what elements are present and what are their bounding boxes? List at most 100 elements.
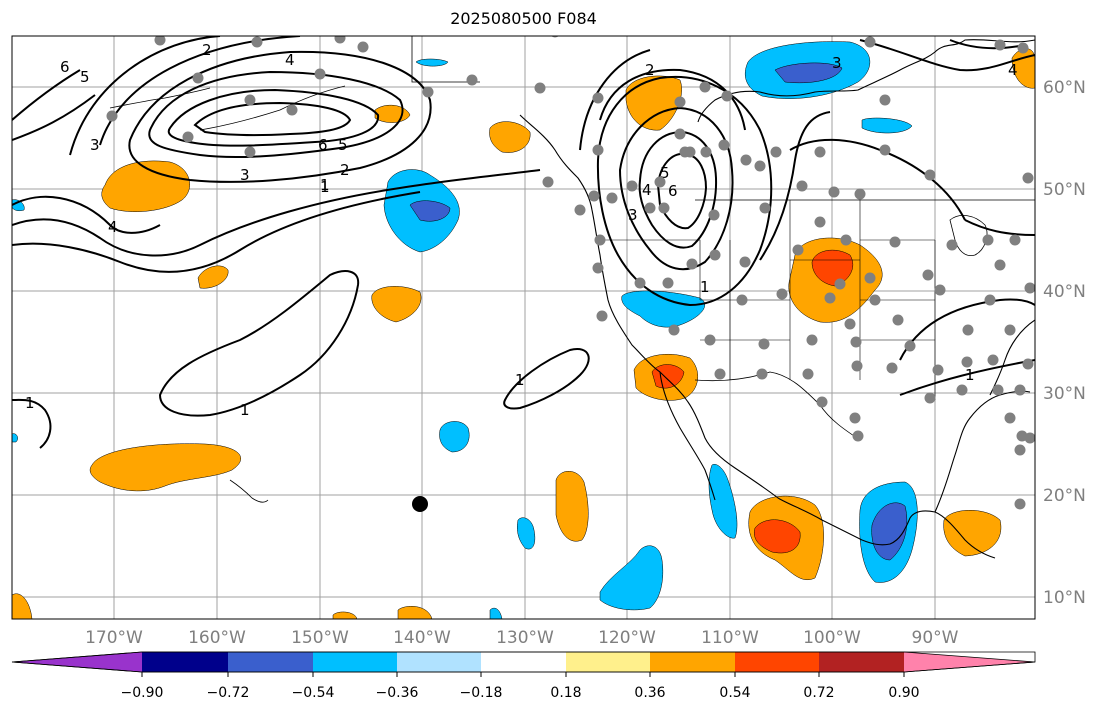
station-dot [1014, 498, 1026, 510]
station-dot [796, 180, 808, 192]
anomaly-region-positive [489, 121, 531, 153]
colorbar-label: −0.72 [207, 685, 250, 701]
station-dot [662, 277, 674, 289]
lon-label: 130°W [496, 628, 554, 648]
station-dot [709, 249, 721, 261]
station-dot [1014, 444, 1026, 456]
lon-label: 160°W [188, 628, 246, 648]
station-dot [192, 72, 204, 84]
contour-label: 4 [285, 51, 295, 69]
station-dot [626, 180, 638, 192]
contour-label: 5 [80, 68, 90, 86]
station-dot [922, 269, 934, 281]
station-dot [634, 277, 646, 289]
colorbar-labels: −0.90 −0.72 −0.54 −0.36 −0.18 0.18 0.36 … [121, 685, 920, 701]
station-dot [756, 368, 768, 380]
station-dot [851, 360, 863, 372]
colorbar-label: −0.90 [121, 685, 164, 701]
station-dot [852, 430, 864, 442]
station-dot [759, 202, 771, 214]
contour-label: 3 [90, 136, 100, 154]
anomaly-region-negative [621, 290, 705, 328]
station-dot [654, 176, 666, 188]
station-dot [850, 336, 862, 348]
colorbar-segment [650, 652, 735, 672]
station-dot [802, 368, 814, 380]
station-dot [644, 202, 656, 214]
station-dot [1009, 234, 1021, 246]
anomaly-region-negative [439, 421, 470, 453]
station-dot [314, 68, 326, 80]
station-dot [994, 39, 1006, 51]
anomaly-region-positive [555, 471, 589, 542]
station-dot [924, 392, 936, 404]
contour-label: 3 [240, 166, 250, 184]
anomaly-region-strong-negative [774, 62, 843, 84]
anomaly-region-positive [397, 606, 433, 619]
station-dot [932, 364, 944, 376]
colorbar-label: 0.72 [803, 685, 834, 701]
station-dot [982, 234, 994, 246]
station-dot [879, 94, 891, 106]
station-dot [592, 92, 604, 104]
station-dot [956, 384, 968, 396]
anomaly-region-positive [12, 593, 33, 619]
anomaly-region-negative [415, 58, 449, 67]
station-dot [534, 82, 546, 94]
latitude-labels: 60°N 50°N 40°N 30°N 20°N 10°N [1043, 78, 1086, 608]
station-dot [792, 244, 804, 256]
station-dot [714, 368, 726, 380]
station-dot [994, 259, 1006, 271]
colorbar-segment [228, 652, 313, 672]
station-dot [992, 384, 1004, 396]
station-dot [816, 396, 828, 408]
anomaly-region-strong-negative [871, 502, 908, 561]
station-dot [594, 234, 606, 246]
anomaly-region-negative [708, 464, 738, 539]
contour-label: 3 [832, 54, 842, 72]
station-dot [1024, 282, 1035, 294]
station-dot [828, 186, 840, 198]
station-dot [854, 188, 866, 200]
contour-label: 1 [700, 278, 710, 296]
lat-label: 50°N [1043, 180, 1086, 200]
lat-label: 20°N [1043, 486, 1086, 506]
station-dot [708, 209, 720, 221]
station-dot [1022, 358, 1034, 370]
station-dot [251, 36, 263, 48]
station-dot [946, 239, 958, 251]
anomaly-region-positive [89, 443, 242, 492]
anomaly-region-strong-negative [409, 200, 451, 222]
colorbar-segment [566, 652, 650, 672]
station-dot [844, 318, 856, 330]
station-dot [824, 292, 836, 304]
lat-label: 60°N [1043, 78, 1086, 98]
station-dot [588, 190, 600, 202]
station-dot [1004, 412, 1016, 424]
station-dot [686, 258, 698, 270]
colorbar-label: 0.36 [634, 685, 665, 701]
station-dot [889, 236, 901, 248]
station-dot [718, 139, 730, 151]
station-dot [934, 284, 946, 296]
anomaly-region-strong-positive [754, 519, 801, 554]
station-dot [736, 294, 748, 306]
colorbar-segment [397, 652, 481, 672]
station-dot [962, 324, 974, 336]
station-dot [961, 356, 973, 368]
station-dot [668, 324, 680, 336]
lon-label: 90°W [912, 628, 959, 648]
contour-label: 4 [108, 218, 118, 236]
contour-label: 4 [642, 181, 652, 199]
colorbar-segment [481, 652, 566, 672]
colorbar-label: −0.54 [292, 685, 335, 701]
contour-label: 6 [60, 58, 70, 76]
station-dot [182, 131, 194, 143]
station-dot [892, 314, 904, 326]
station-dot [1022, 172, 1034, 184]
station-dot [904, 340, 916, 352]
anomaly-region-positive [371, 286, 422, 323]
contour-label: 2 [645, 61, 655, 79]
station-dot [154, 36, 166, 46]
station-dot [758, 338, 770, 350]
